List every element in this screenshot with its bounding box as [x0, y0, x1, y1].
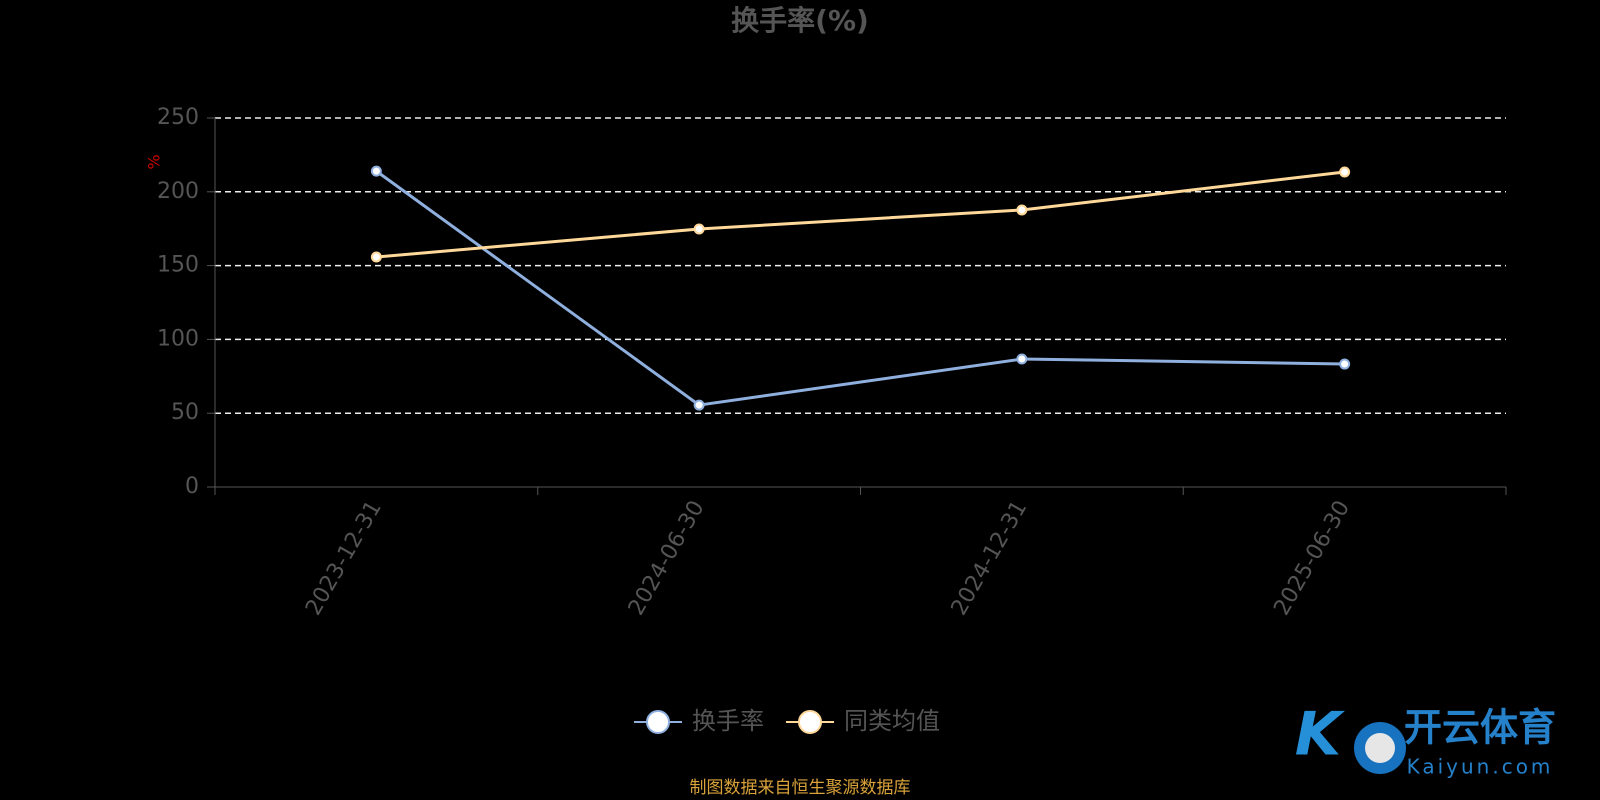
- y-tick-label: 200: [157, 179, 199, 204]
- y-tick-label: 250: [157, 105, 199, 130]
- data-point: [1016, 353, 1028, 365]
- series-line: [376, 170, 1345, 259]
- legend-label: 同类均值: [844, 707, 940, 735]
- data-point: [1339, 358, 1351, 370]
- data-point: [693, 399, 705, 411]
- x-tick-label: 2023-12-31: [301, 497, 387, 620]
- data-point: [370, 165, 382, 177]
- watermark-logo-ball: [1365, 733, 1395, 763]
- y-tick-label: 50: [171, 400, 199, 425]
- data-point: [1016, 204, 1028, 216]
- y-tick-label: 100: [157, 326, 199, 351]
- y-tick-label: 150: [157, 253, 199, 278]
- data-point: [1339, 166, 1351, 178]
- data-point: [370, 251, 382, 263]
- legend-label: 换手率: [692, 707, 764, 735]
- x-tick-label: 2024-12-31: [947, 497, 1033, 620]
- x-tick-label: 2025-06-30: [1269, 497, 1355, 620]
- series-line: [375, 169, 1345, 407]
- watermark-brand: 开云体育: [1404, 706, 1556, 750]
- watermark-logo-k: K: [1295, 700, 1346, 770]
- watermark: K 开云体育 Kaiyun.com: [1295, 700, 1556, 779]
- x-tick-label: 2024-06-30: [624, 497, 710, 620]
- source-note: 制图数据来自恒生聚源数据库: [690, 778, 911, 798]
- y-axis-label: %: [145, 154, 164, 169]
- y-tick-label: 0: [185, 474, 199, 499]
- legend-marker: [798, 710, 822, 734]
- watermark-site: Kaiyun.com: [1407, 755, 1554, 779]
- data-point: [693, 223, 705, 235]
- legend-marker: [646, 710, 670, 734]
- chart-title: 换手率(%): [731, 4, 869, 37]
